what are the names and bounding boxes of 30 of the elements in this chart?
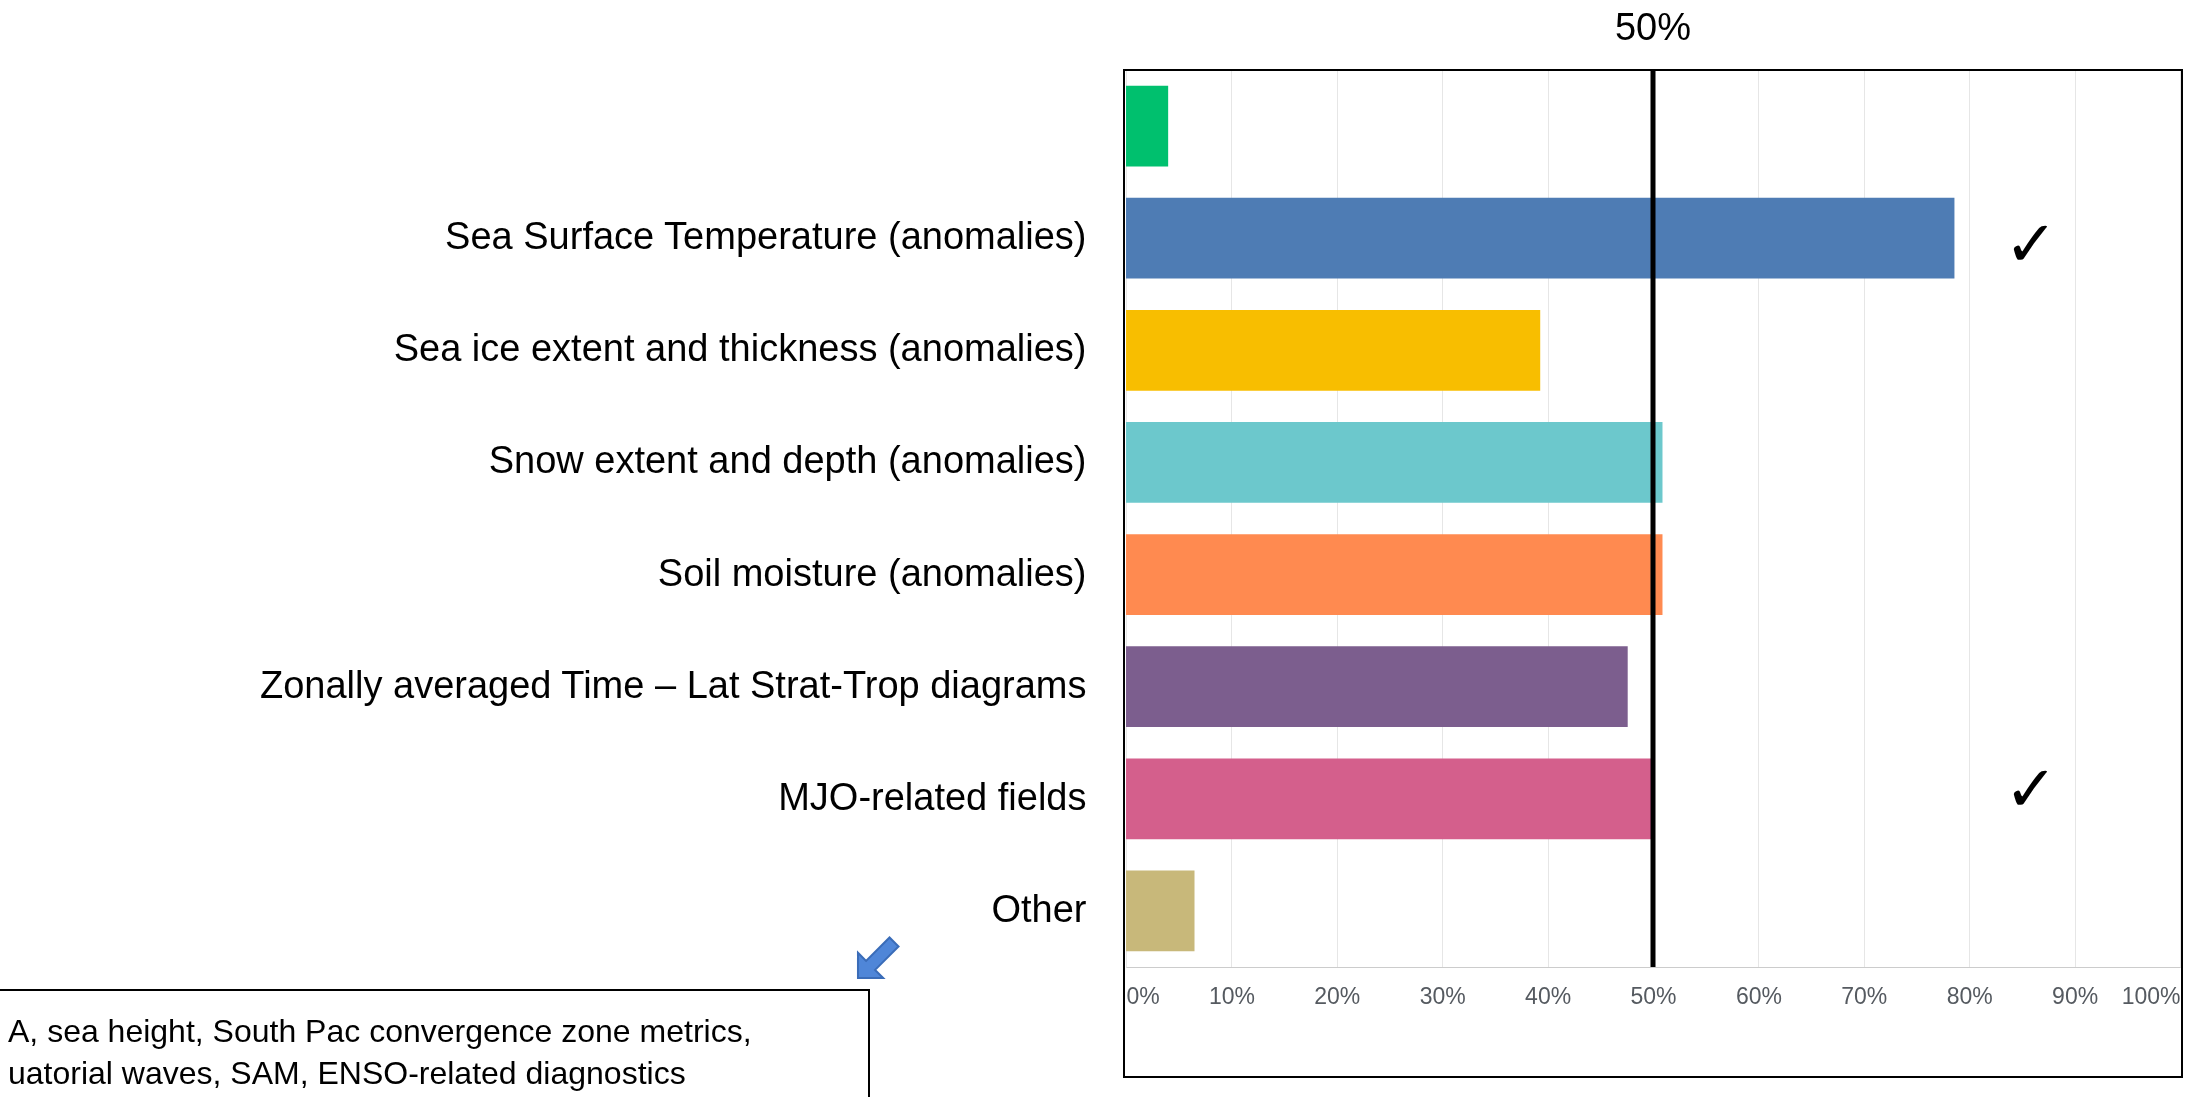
y-tick-label: Soil moisture (anomalies): [657, 551, 1087, 594]
x-tick-label: 80%: [1946, 982, 1993, 1009]
bar: [1126, 85, 1169, 167]
annotation: ✓: [2004, 752, 2058, 826]
y-tick-label: Sea ice extent and thickness (anomalies): [393, 327, 1087, 370]
x-tick-label: 0%: [1126, 982, 1160, 1009]
ref-line-label: 50%: [1614, 6, 1692, 48]
bar: [1126, 646, 1628, 728]
y-tick-label: Snow extent and depth (anomalies): [488, 439, 1087, 482]
bar: [1126, 422, 1663, 503]
text: A, sea height, South Pac convergence zone metrics, uatorial waves, SAM, ENSO-related diagnostics: [8, 1013, 752, 1091]
bar: [1126, 534, 1663, 615]
bar: [1126, 197, 1955, 279]
y-tick-label: Sea Surface Temperature (anomalies): [445, 215, 1087, 258]
x-tick-label: 20%: [1314, 982, 1361, 1009]
bar: [1126, 758, 1653, 840]
x-tick-label: 100%: [2121, 982, 2181, 1009]
x-tick-label: 60%: [1735, 982, 1782, 1009]
annotation: ✓: [2004, 207, 2058, 281]
x-tick-label: 30%: [1419, 982, 1466, 1009]
y-tick-label: Zonally averaged Time – Lat Strat-Trop diagrams: [259, 663, 1087, 706]
x-tick-label: 50%: [1630, 982, 1677, 1009]
x-tick-label: 40%: [1525, 982, 1572, 1009]
x-tick-label: 10%: [1208, 982, 1255, 1009]
bar: [1126, 870, 1195, 952]
y-tick-label: MJO-related fields: [778, 775, 1087, 818]
bar: [1126, 309, 1541, 391]
y-tick-label: Other: [991, 887, 1087, 930]
x-tick-label: 70%: [1841, 982, 1888, 1009]
x-tick-label: 90%: [2052, 982, 2099, 1009]
